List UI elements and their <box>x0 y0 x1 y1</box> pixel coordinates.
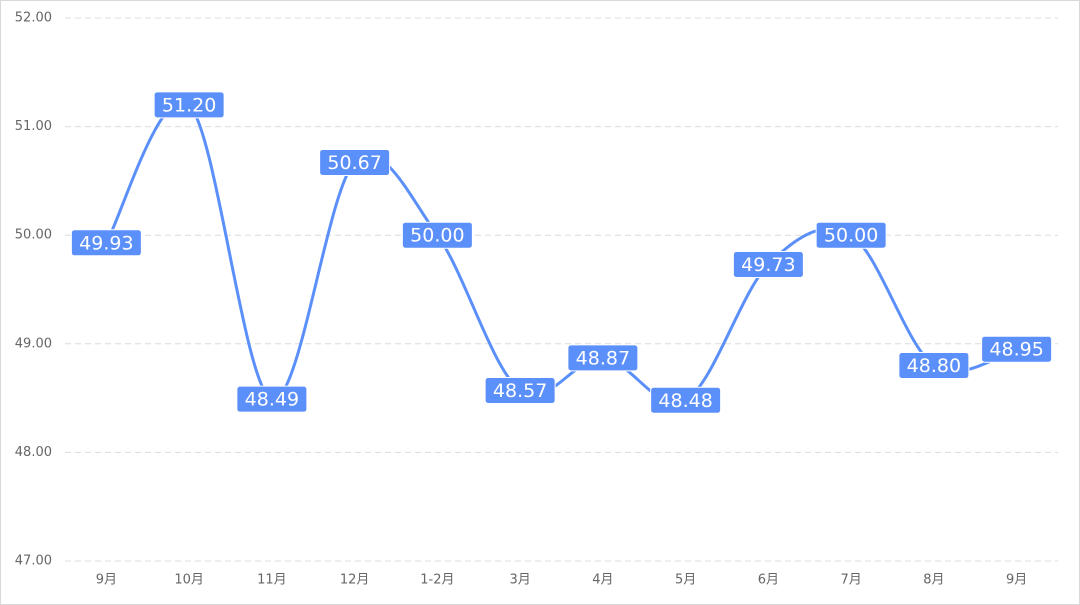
label-box <box>981 335 1053 363</box>
value-label: 50.00 <box>824 225 878 247</box>
label-box <box>650 386 722 414</box>
value-label: 48.87 <box>576 347 630 369</box>
x-tick-label: 9月 <box>96 573 117 588</box>
label-box <box>898 352 970 380</box>
y-tick-label: 50.00 <box>15 228 52 243</box>
y-tick-label: 47.00 <box>15 554 52 569</box>
value-label: 48.95 <box>989 339 1043 361</box>
label-box <box>319 148 391 176</box>
label-box <box>401 221 473 249</box>
x-tick-label: 3月 <box>509 573 530 588</box>
value-label: 49.73 <box>741 254 795 276</box>
value-label: 48.48 <box>658 390 712 412</box>
x-tick-label: 1-2月 <box>420 573 454 588</box>
label-box <box>153 91 225 119</box>
label-box <box>484 376 556 404</box>
value-label: 48.49 <box>245 389 299 411</box>
x-tick-label: 4月 <box>592 573 613 588</box>
x-tick-label: 7月 <box>840 573 861 588</box>
x-tick-label: 5月 <box>675 573 696 588</box>
y-tick-label: 52.00 <box>15 11 52 26</box>
y-tick-label: 51.00 <box>15 119 52 134</box>
label-box <box>236 385 308 413</box>
label-box <box>70 229 142 257</box>
x-tick-label: 8月 <box>923 573 944 588</box>
y-tick-label: 49.00 <box>15 336 52 351</box>
value-label: 50.00 <box>410 225 464 247</box>
x-tick-label: 11月 <box>257 573 287 588</box>
x-tick-label: 10月 <box>174 573 204 588</box>
x-tick-label: 9月 <box>1006 573 1027 588</box>
value-label: 48.80 <box>907 355 961 377</box>
value-label: 49.93 <box>79 232 133 254</box>
x-tick-label: 12月 <box>340 573 370 588</box>
label-box <box>567 344 639 372</box>
value-label: 48.57 <box>493 380 547 402</box>
value-label: 51.20 <box>162 94 216 116</box>
value-label: 50.67 <box>327 152 381 174</box>
label-box <box>732 251 804 279</box>
y-tick-label: 48.00 <box>15 445 52 460</box>
label-box <box>815 221 887 249</box>
x-tick-label: 6月 <box>758 573 779 588</box>
